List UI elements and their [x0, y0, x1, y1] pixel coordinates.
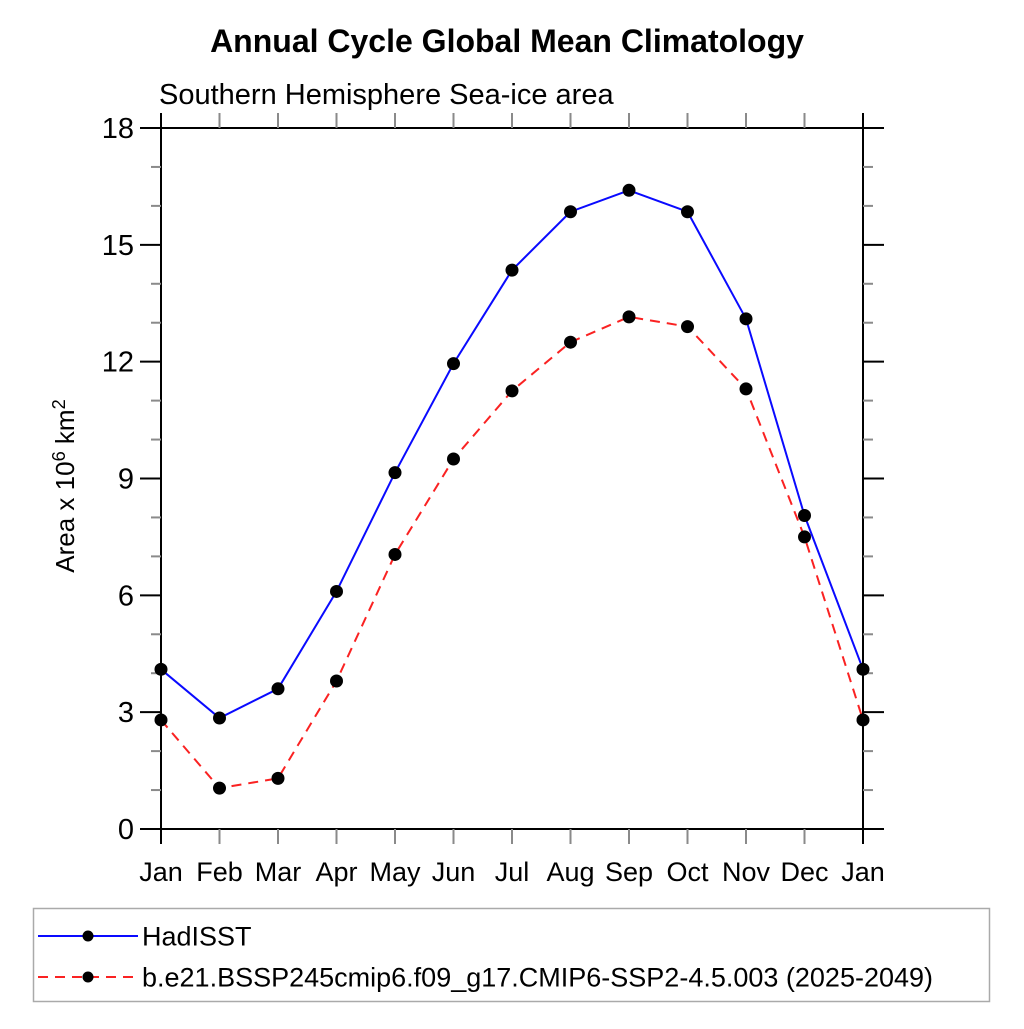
x-tick-label: Jan	[139, 857, 183, 887]
x-tick-label: Sep	[605, 857, 653, 887]
legend-box: HadISST b.e21.BSSP245cmip6.f09_g17.CMIP6-…	[32, 907, 991, 1003]
data-point-marker	[505, 263, 519, 277]
data-point-marker	[798, 530, 811, 544]
x-tick-label: Apr	[315, 857, 357, 887]
y-tick-label: 15	[102, 230, 134, 262]
data-point-marker	[447, 357, 460, 371]
data-point-marker	[798, 508, 811, 522]
x-tick-label: Jun	[432, 857, 476, 887]
legend-item-label: b.e21.BSSP245cmip6.f09_g17.CMIP6-SSP2-4.…	[142, 963, 933, 993]
y-tick-label: 9	[118, 464, 134, 496]
legend-item-label: HadISST	[142, 922, 252, 952]
y-axis-ticks: 0 3 6 9 12 15 18	[102, 113, 884, 846]
x-tick-label: Jan	[841, 857, 885, 887]
legend-marker	[82, 930, 94, 942]
data-point-marker	[622, 310, 636, 324]
y-axis-label: Area x 106 km2	[49, 399, 80, 572]
data-point-marker	[154, 662, 168, 676]
y-tick-label: 18	[102, 113, 134, 145]
data-point-marker	[447, 452, 460, 466]
x-tick-label: May	[369, 857, 421, 887]
x-tick-label: Mar	[255, 857, 302, 887]
data-point-marker	[330, 584, 343, 598]
data-point-marker	[739, 312, 753, 326]
y-tick-label: 12	[102, 347, 134, 379]
data-point-marker	[213, 711, 226, 725]
data-point-marker	[388, 466, 402, 480]
data-point-marker	[681, 320, 694, 334]
legend-frame	[32, 907, 991, 1003]
x-tick-label: Nov	[722, 857, 771, 887]
data-point-marker	[271, 682, 285, 696]
data-point-marker	[388, 547, 402, 561]
data-point-marker	[154, 713, 168, 727]
data-point-marker	[330, 674, 343, 688]
plot-frame	[160, 127, 864, 830]
y-tick-label: 0	[118, 814, 134, 846]
y-tick-label: 6	[118, 580, 134, 612]
chart-subtitle: Southern Hemisphere Sea-ice area	[159, 79, 614, 111]
data-point-marker	[564, 335, 577, 349]
data-point-marker	[739, 382, 753, 396]
x-tick-label: Aug	[546, 857, 594, 887]
y-tick-label: 3	[118, 697, 134, 729]
data-point-marker	[681, 205, 694, 219]
x-tick-label: Feb	[196, 857, 243, 887]
data-point-marker	[213, 781, 226, 795]
data-point-marker	[271, 771, 285, 785]
x-tick-label: Dec	[780, 857, 828, 887]
legend-marker	[82, 971, 94, 983]
data-point-marker	[505, 384, 519, 398]
x-tick-label: Oct	[666, 857, 709, 887]
x-axis-ticks: Jan Feb Mar Apr May Jun Jul Aug Sep Oct Nov Dec Jan	[139, 113, 885, 887]
data-point-marker	[856, 662, 870, 676]
chart-title: Annual Cycle Global Mean Climatology	[210, 23, 804, 59]
x-tick-label: Jul	[495, 857, 530, 887]
data-series	[154, 183, 870, 795]
data-point-marker	[856, 713, 870, 727]
data-point-marker	[622, 183, 636, 197]
data-point-marker	[564, 205, 577, 219]
